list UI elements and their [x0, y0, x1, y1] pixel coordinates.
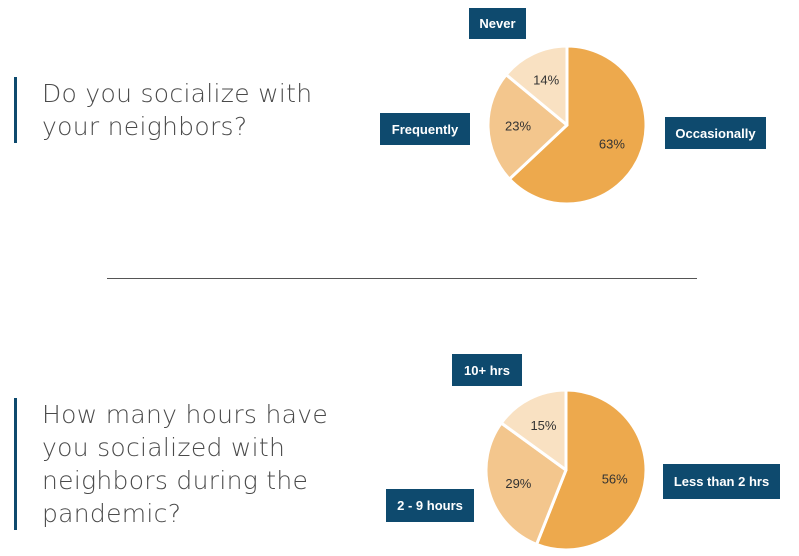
question-line: Do you socialize with — [42, 79, 313, 108]
pie-slice-less-than-2-hrs — [535, 388, 648, 552]
pie-slice-value-label: 23% — [505, 119, 531, 134]
legend-tag-less-than-2-hrs: Less than 2 hrs — [663, 464, 780, 499]
pie-slice-value-label: 14% — [533, 73, 559, 88]
question-line: How many hours have — [42, 400, 329, 429]
question-socialize: Do you socialize with your neighbors? — [14, 77, 342, 143]
section-divider — [107, 278, 697, 279]
legend-tag-frequently: Frequently — [380, 113, 470, 145]
question-line: you socialized with — [42, 433, 286, 462]
pie-slice-value-label: 15% — [530, 418, 556, 433]
pie-slice-10-hrs — [499, 388, 568, 472]
legend-tag-occasionally: Occasionally — [665, 117, 766, 149]
pie-slice-frequently — [486, 73, 569, 181]
pie-slice-value-label: 63% — [599, 136, 625, 151]
question-hours: How many hours have you socialized with … — [14, 398, 352, 530]
pie-slice-occasionally — [507, 44, 648, 206]
legend-tag-2-9-hours: 2 - 9 hours — [386, 489, 474, 522]
question-line: pandemic? — [42, 499, 182, 528]
pie-chart-socialize: 63% 23% 14% — [486, 44, 648, 206]
pie-slice-value-label: 56% — [602, 471, 628, 486]
pie-slice-value-label: 29% — [505, 476, 531, 491]
question-line: your neighbors? — [42, 112, 248, 141]
pie-slice-2-9-hours — [484, 421, 568, 546]
legend-tag-10plus-hrs: 10+ hrs — [452, 354, 522, 386]
question-line: neighbors during the — [42, 466, 309, 495]
pie-slice-never — [504, 44, 569, 127]
legend-tag-never: Never — [469, 8, 526, 39]
